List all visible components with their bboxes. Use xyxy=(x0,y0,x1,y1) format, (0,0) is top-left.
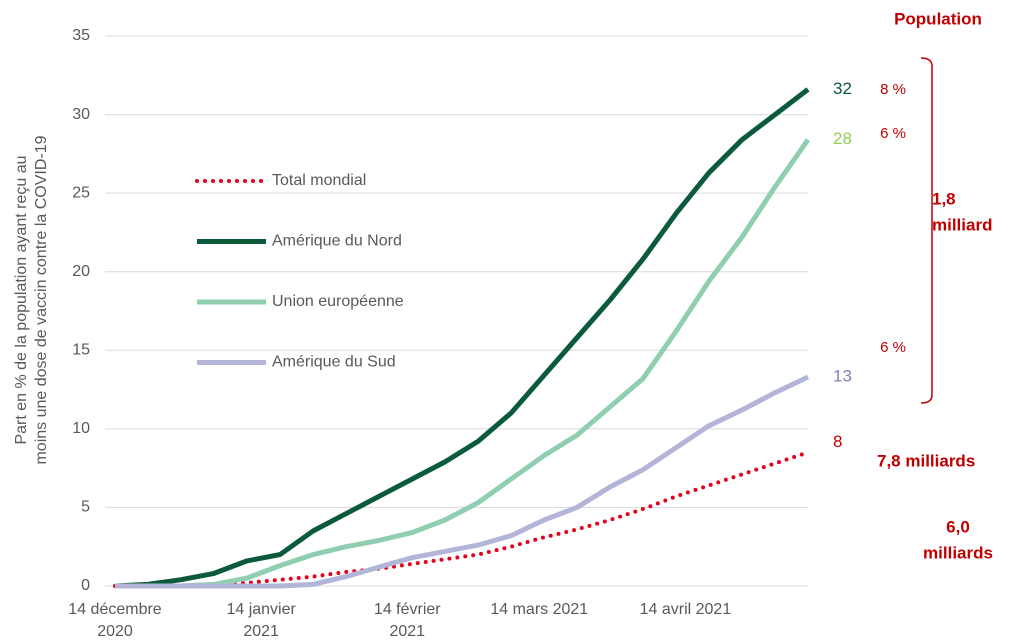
x-tick-label-line: 14 janvier xyxy=(226,601,296,618)
legend-label: Union européenne xyxy=(272,293,404,310)
end-label: 32 xyxy=(833,79,852,98)
x-tick-label: 14 avril 2021 xyxy=(640,601,732,618)
legend-label: Total mondial xyxy=(272,172,366,189)
legend-label: Amérique du Nord xyxy=(272,233,402,250)
annotation: 1,8 xyxy=(932,189,956,208)
x-tick-label-line: 2020 xyxy=(97,623,133,640)
y-axis-label: moins une dose de vaccin contre la COVID… xyxy=(33,135,50,464)
x-tick-label-line: 14 décembre xyxy=(68,601,161,618)
y-tick-label: 5 xyxy=(81,499,90,516)
annotation: 6 % xyxy=(880,125,906,142)
series-line xyxy=(115,374,810,589)
y-tick-label: 10 xyxy=(72,420,90,437)
annotation: 6,0 xyxy=(946,517,970,536)
end-label: 28 xyxy=(833,129,852,148)
annotation: Population xyxy=(894,9,982,28)
y-tick-label: 30 xyxy=(72,106,90,123)
y-axis-label: Part en % de la population ayant reçu au xyxy=(13,155,30,444)
annotation: milliards xyxy=(923,543,993,562)
series-line xyxy=(114,87,810,589)
x-tick-label-line: 2021 xyxy=(243,623,279,640)
x-tick-label: 14 mars 2021 xyxy=(490,601,588,618)
annotation: milliard xyxy=(932,215,992,234)
annotation: 6 % xyxy=(880,339,906,356)
y-tick-label: 20 xyxy=(72,263,90,280)
x-tick-label: 14 février 2021 xyxy=(374,601,441,640)
x-tick-label-line: 14 février xyxy=(374,601,441,618)
annotation: 8 % xyxy=(880,81,906,98)
y-tick-label: 15 xyxy=(72,342,90,359)
series-line xyxy=(115,138,811,589)
population-bracket xyxy=(920,57,933,404)
end-label: 13 xyxy=(833,366,852,385)
y-tick-label: 35 xyxy=(72,27,90,44)
x-tick-label: 14 décembre 2020 xyxy=(68,601,161,640)
x-tick-label: 14 janvier 2021 xyxy=(226,601,296,640)
x-tick-label-line: 2021 xyxy=(389,623,425,640)
end-label: 8 xyxy=(833,432,842,451)
legend-label: Amérique du Sud xyxy=(272,354,396,371)
y-tick-label: 0 xyxy=(81,577,90,594)
series-line xyxy=(113,450,810,588)
y-tick-label: 25 xyxy=(72,184,90,201)
annotation: 7,8 milliards xyxy=(877,451,975,470)
